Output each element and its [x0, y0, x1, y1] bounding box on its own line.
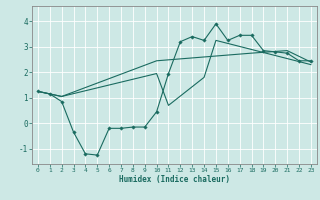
- X-axis label: Humidex (Indice chaleur): Humidex (Indice chaleur): [119, 175, 230, 184]
